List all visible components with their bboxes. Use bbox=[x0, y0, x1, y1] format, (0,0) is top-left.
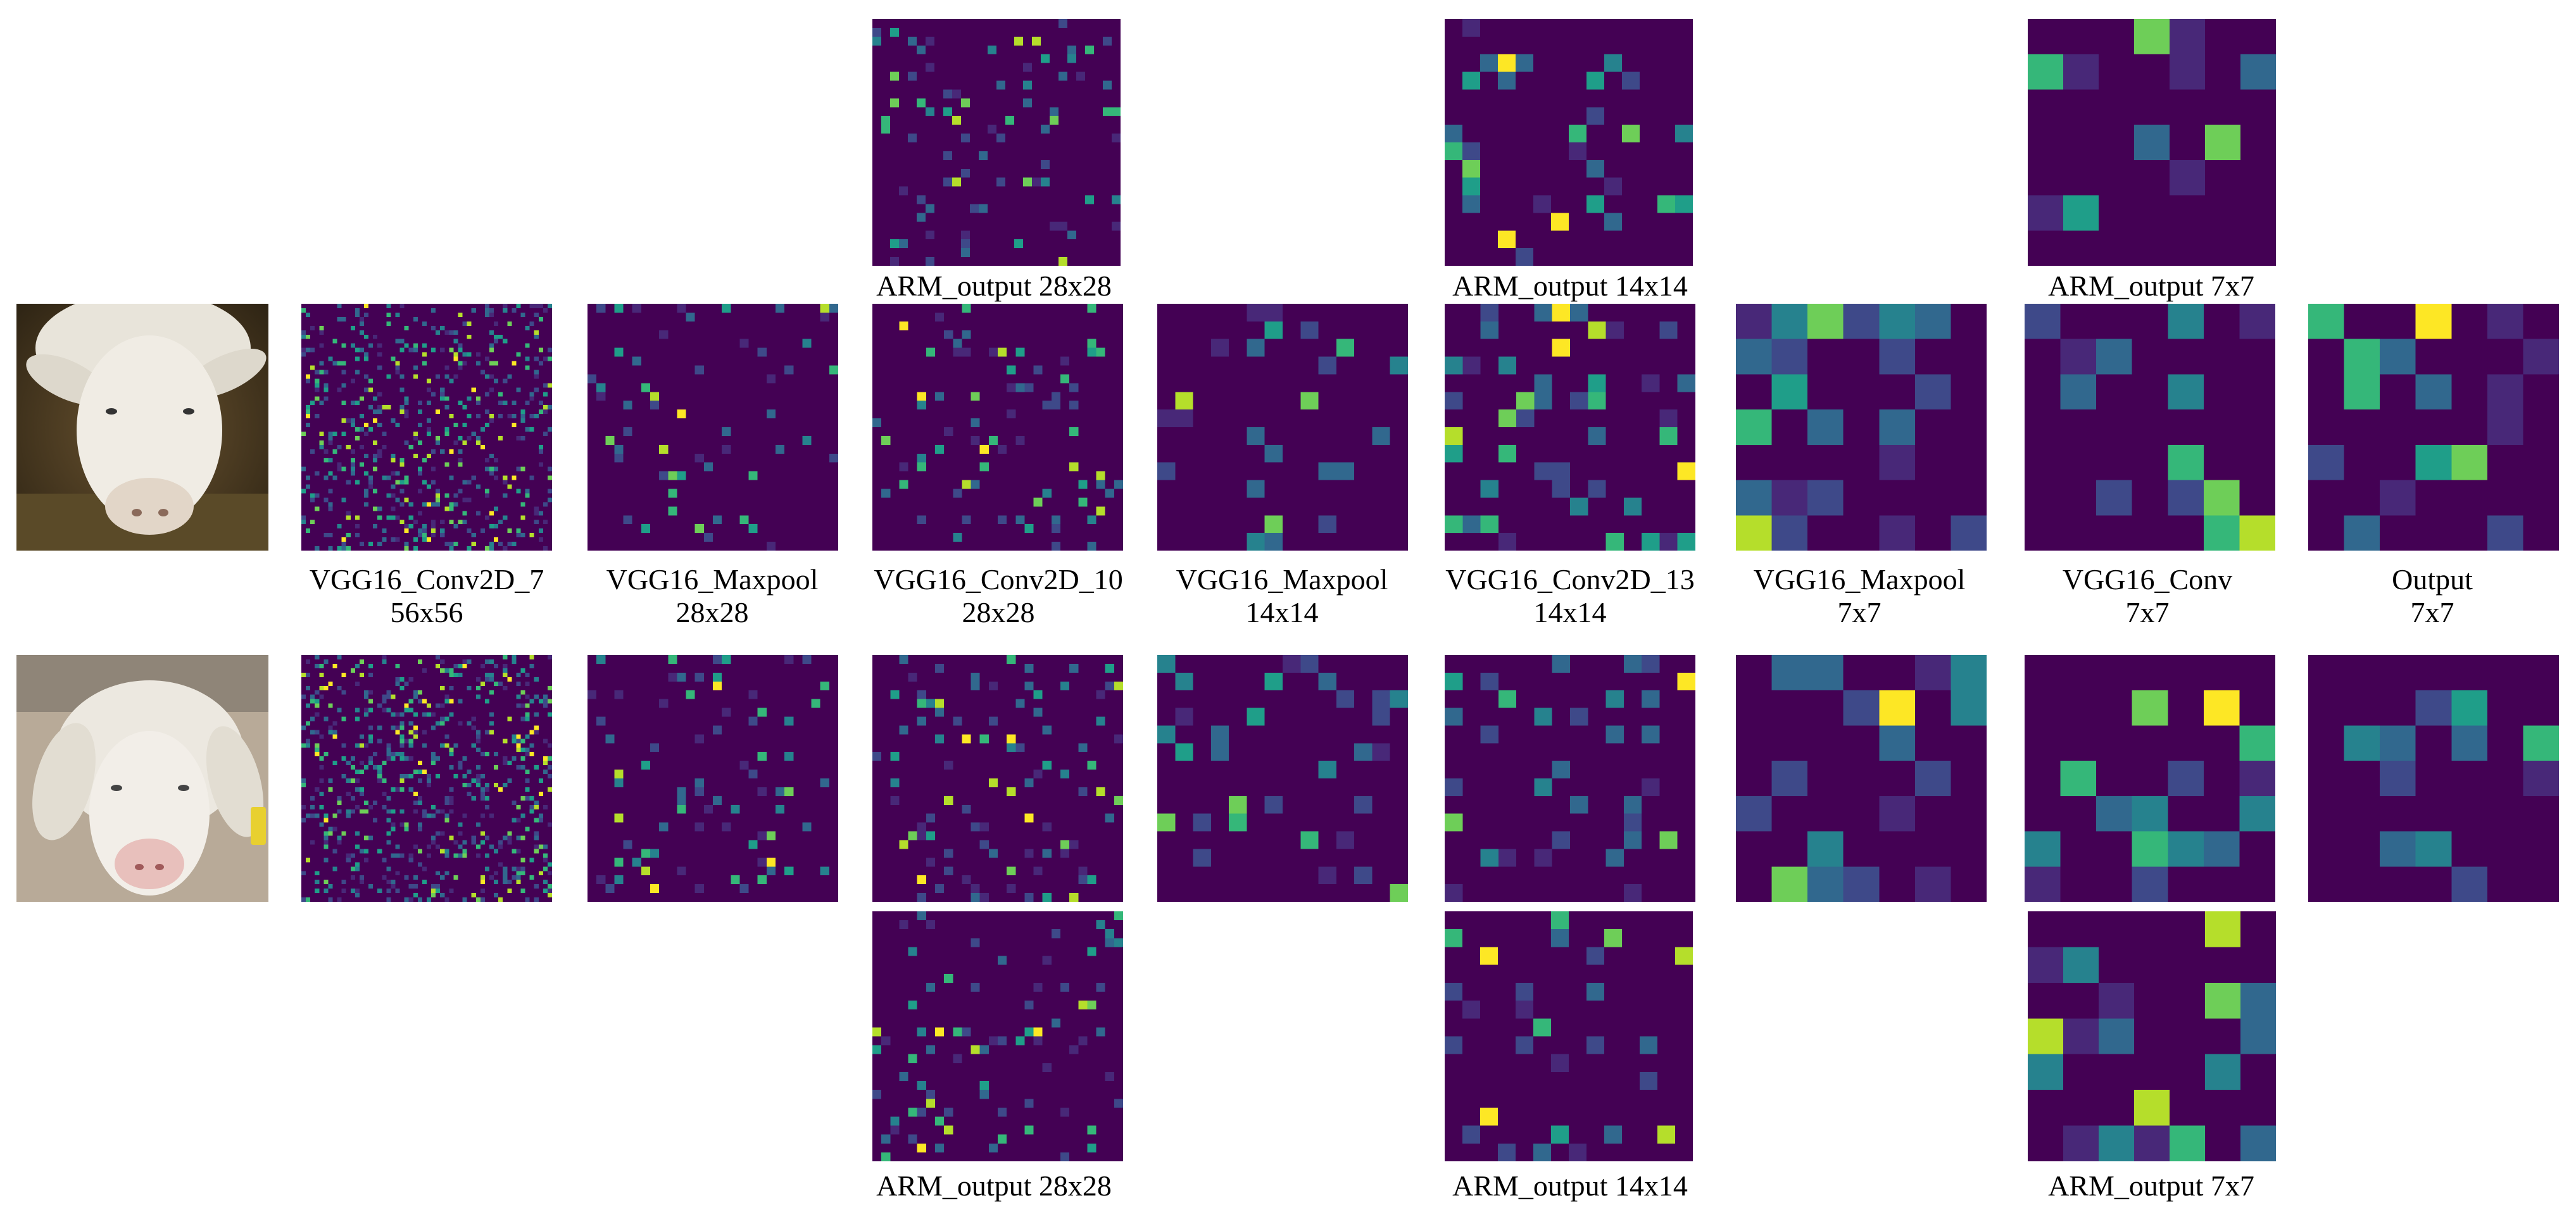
label-maxpool-14-size: 14x14 bbox=[1245, 596, 1319, 628]
heatmap-conv2d-13-row2 bbox=[1445, 655, 1695, 902]
heatmap-output-row2 bbox=[2308, 655, 2559, 902]
label-maxpool-28-name: VGG16_Maxpool bbox=[606, 563, 819, 596]
heatmap-maxpool-7-row2 bbox=[1736, 655, 1987, 902]
label-conv-7: VGG16_Conv 7x7 bbox=[2063, 563, 2232, 629]
heatmap-arm-14-bottom bbox=[1445, 911, 1693, 1161]
heatmap-arm-28-bottom bbox=[872, 911, 1123, 1161]
label-maxpool-28: VGG16_Maxpool 28x28 bbox=[606, 563, 819, 629]
label-conv2d-10-size: 28x28 bbox=[962, 596, 1035, 628]
label-conv2d-13-name: VGG16_Conv2D_13 bbox=[1445, 563, 1695, 596]
label-output-name: Output bbox=[2392, 563, 2473, 596]
label-conv2d-7-size: 56x56 bbox=[390, 596, 463, 628]
heatmap-maxpool-28-row2 bbox=[587, 655, 838, 902]
label-conv2d-7-name: VGG16_Conv2D_7 bbox=[309, 563, 544, 596]
label-maxpool-7: VGG16_Maxpool 7x7 bbox=[1754, 563, 1966, 629]
label-conv2d-10-name: VGG16_Conv2D_10 bbox=[874, 563, 1123, 596]
label-arm-28-bottom: ARM_output 28x28 bbox=[876, 1170, 1112, 1202]
label-maxpool-7-size: 7x7 bbox=[1837, 596, 1882, 628]
label-conv-7-name: VGG16_Conv bbox=[2062, 563, 2233, 596]
heatmap-maxpool-14-row1 bbox=[1157, 304, 1408, 551]
label-conv2d-13-size: 14x14 bbox=[1533, 596, 1607, 628]
heatmap-maxpool-14-row2 bbox=[1157, 655, 1408, 902]
label-output-size: 7x7 bbox=[2410, 596, 2454, 628]
heatmap-arm-7-bottom bbox=[2028, 911, 2276, 1161]
heatmap-maxpool-7-row1 bbox=[1736, 304, 1987, 551]
heatmap-maxpool-28-row1 bbox=[587, 304, 838, 551]
heatmap-arm-7-top bbox=[2028, 19, 2276, 266]
label-maxpool-7-name: VGG16_Maxpool bbox=[1753, 563, 1966, 596]
label-maxpool-14: VGG16_Maxpool 14x14 bbox=[1176, 563, 1388, 629]
label-maxpool-28-size: 28x28 bbox=[675, 596, 749, 628]
label-conv2d-13: VGG16_Conv2D_13 14x14 bbox=[1445, 563, 1695, 629]
label-maxpool-14-name: VGG16_Maxpool bbox=[1176, 563, 1388, 596]
heatmap-output-row1 bbox=[2308, 304, 2559, 551]
label-arm-7-bottom: ARM_output 7x7 bbox=[2048, 1170, 2254, 1202]
sheep-photo-top bbox=[16, 304, 268, 551]
heatmap-conv2d-13-row1 bbox=[1445, 304, 1695, 551]
label-arm-14-bottom: ARM_output 14x14 bbox=[1452, 1170, 1688, 1202]
heatmap-conv2d-10-row1 bbox=[872, 304, 1123, 551]
label-conv-7-size: 7x7 bbox=[2125, 596, 2170, 628]
heatmap-conv2d-7 bbox=[301, 304, 552, 551]
heatmap-conv2d-7-row2 bbox=[301, 655, 552, 902]
heatmap-conv-7-row1 bbox=[2025, 304, 2275, 551]
label-arm-14-top: ARM_output 14x14 bbox=[1452, 270, 1688, 302]
label-output: Output 7x7 bbox=[2392, 563, 2473, 629]
label-conv2d-7: VGG16_Conv2D_7 56x56 bbox=[310, 563, 544, 629]
label-arm-28-top: ARM_output 28x28 bbox=[876, 270, 1112, 302]
label-arm-7-top: ARM_output 7x7 bbox=[2048, 270, 2254, 302]
sheep-photo-bottom bbox=[16, 655, 268, 902]
heatmap-arm-14-top bbox=[1445, 19, 1693, 266]
heatmap-conv-7-row2 bbox=[2025, 655, 2275, 902]
heatmap-conv2d-10-row2 bbox=[872, 655, 1123, 902]
heatmap-arm-28-top bbox=[872, 19, 1121, 266]
label-conv2d-10: VGG16_Conv2D_10 28x28 bbox=[874, 563, 1123, 629]
